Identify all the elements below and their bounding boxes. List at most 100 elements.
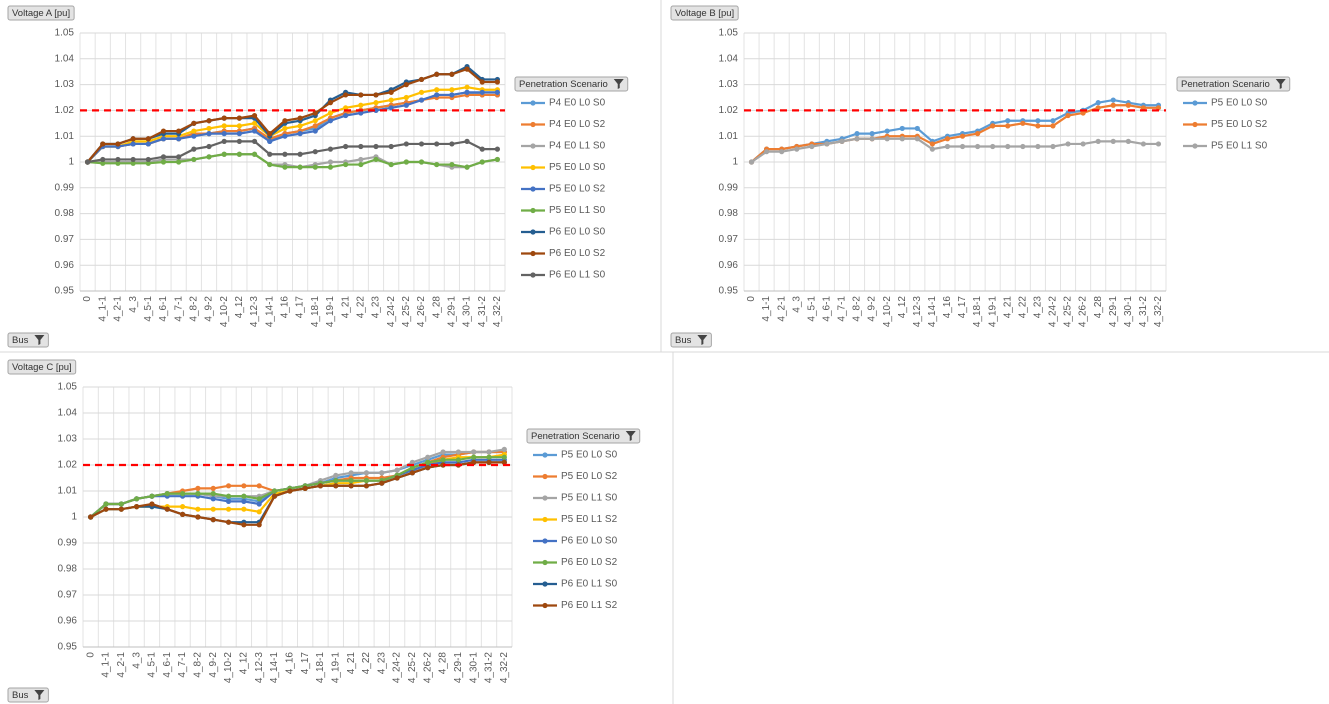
series-marker bbox=[267, 131, 273, 137]
filter-icon[interactable] bbox=[34, 335, 45, 345]
series-marker bbox=[317, 483, 324, 489]
button-label[interactable]: Bus bbox=[12, 335, 29, 346]
x-tick-label: 0 bbox=[85, 652, 96, 658]
button-box[interactable] bbox=[7, 359, 77, 375]
y-tick-label: 0.95 bbox=[55, 286, 75, 297]
x-tick-label: 4_2-1 bbox=[113, 296, 124, 322]
x-tick-label: 4_7-1 bbox=[173, 296, 184, 322]
button-box[interactable] bbox=[670, 5, 739, 21]
y-tick-label: 1.05 bbox=[719, 28, 739, 39]
button-label[interactable]: Voltage B [pu] bbox=[675, 8, 734, 19]
series-marker bbox=[486, 459, 492, 465]
button-label[interactable]: Penetration Scenario bbox=[519, 79, 608, 90]
filter-button[interactable]: Penetration Scenario bbox=[514, 76, 629, 92]
series-marker bbox=[403, 159, 409, 165]
button-label[interactable]: Bus bbox=[675, 335, 692, 346]
button-label[interactable]: Penetration Scenario bbox=[531, 431, 620, 442]
series-marker bbox=[179, 504, 186, 510]
filter-icon[interactable] bbox=[1275, 79, 1286, 89]
button-label[interactable]: Voltage C [pu] bbox=[12, 362, 72, 373]
series-marker bbox=[434, 141, 440, 147]
series-marker bbox=[206, 154, 212, 160]
button-box[interactable] bbox=[526, 428, 641, 444]
legend-label: P6 E0 L0 S2 bbox=[561, 557, 618, 568]
x-tick-label: 4_23 bbox=[376, 652, 387, 675]
series-marker bbox=[267, 161, 273, 168]
filter-icon[interactable] bbox=[697, 335, 708, 345]
button-box[interactable] bbox=[514, 76, 629, 92]
filter-button[interactable]: Voltage B [pu] bbox=[670, 5, 739, 21]
series-marker bbox=[100, 141, 106, 147]
series-marker bbox=[425, 454, 431, 460]
series-marker bbox=[1050, 143, 1056, 150]
series-marker bbox=[256, 522, 262, 528]
series-marker bbox=[1035, 143, 1041, 150]
series-marker bbox=[486, 449, 492, 455]
series-marker bbox=[191, 128, 197, 134]
series-marker bbox=[297, 123, 303, 129]
series-marker bbox=[236, 123, 242, 129]
filter-icon[interactable] bbox=[625, 431, 636, 441]
filter-button[interactable]: Voltage A [pu] bbox=[7, 5, 75, 21]
button-box[interactable] bbox=[1176, 76, 1291, 92]
filter-button[interactable]: Voltage C [pu] bbox=[7, 359, 77, 375]
x-tick-label: 4_9-2 bbox=[204, 296, 215, 322]
series-marker bbox=[1125, 138, 1131, 144]
filter-icon[interactable] bbox=[613, 79, 624, 89]
y-tick-label: 0.99 bbox=[719, 182, 739, 193]
series-marker bbox=[479, 79, 485, 85]
series-marker bbox=[327, 110, 334, 116]
legend-swatch-marker bbox=[530, 272, 536, 278]
series-marker bbox=[312, 149, 318, 155]
filter-button[interactable]: Penetration Scenario bbox=[1176, 76, 1291, 92]
x-tick-label: 4_5-1 bbox=[143, 296, 154, 322]
legend-swatch-marker bbox=[1192, 121, 1198, 128]
series-marker bbox=[824, 141, 830, 147]
series-marker bbox=[297, 131, 303, 137]
x-tick-label: 4_10-2 bbox=[223, 652, 234, 684]
series-marker bbox=[145, 141, 151, 147]
x-tick-label: 4_5-1 bbox=[806, 296, 817, 322]
y-tick-label: 1.04 bbox=[58, 408, 78, 419]
series-marker bbox=[403, 141, 409, 147]
x-tick-label: 4_18-1 bbox=[315, 652, 326, 684]
series-marker bbox=[418, 76, 425, 83]
button-label[interactable]: Penetration Scenario bbox=[1181, 79, 1270, 90]
series-marker bbox=[256, 501, 262, 507]
series-line bbox=[90, 461, 505, 526]
series-marker bbox=[409, 470, 416, 476]
series-marker bbox=[779, 149, 785, 155]
series-marker bbox=[195, 514, 201, 520]
x-tick-label: 4_9-2 bbox=[208, 652, 219, 678]
filter-button[interactable]: Penetration Scenario bbox=[526, 428, 641, 444]
legend-label: P5 E0 L1 S2 bbox=[561, 514, 618, 525]
y-tick-label: 1.03 bbox=[719, 79, 739, 90]
series-marker bbox=[899, 136, 905, 142]
button-label[interactable]: Bus bbox=[12, 690, 29, 701]
series-marker bbox=[241, 522, 247, 528]
series-marker bbox=[471, 454, 477, 460]
x-tick-label: 4_7-1 bbox=[837, 296, 848, 322]
series-marker bbox=[1095, 138, 1101, 144]
x-tick-label: 4_21 bbox=[1002, 296, 1013, 319]
series-marker bbox=[1005, 118, 1011, 124]
series-marker bbox=[1035, 118, 1041, 124]
series-marker bbox=[1035, 123, 1041, 129]
series-marker bbox=[327, 118, 334, 124]
y-tick-label: 1 bbox=[71, 512, 77, 523]
legend-swatch-marker bbox=[542, 516, 548, 523]
button-label[interactable]: Voltage A [pu] bbox=[12, 8, 70, 19]
series-marker bbox=[251, 128, 258, 134]
filter-icon[interactable] bbox=[34, 690, 45, 700]
series-line bbox=[86, 86, 498, 163]
series-marker bbox=[975, 131, 981, 137]
series-marker bbox=[236, 115, 242, 121]
legend-swatch-marker bbox=[542, 452, 548, 458]
series-marker bbox=[471, 449, 477, 455]
series-marker bbox=[103, 506, 109, 512]
series-marker bbox=[195, 491, 201, 497]
button-box[interactable] bbox=[7, 5, 75, 21]
series-marker bbox=[267, 151, 273, 157]
x-tick-label: 4_10-2 bbox=[219, 296, 230, 328]
x-tick-label: 4_23 bbox=[1033, 296, 1044, 319]
